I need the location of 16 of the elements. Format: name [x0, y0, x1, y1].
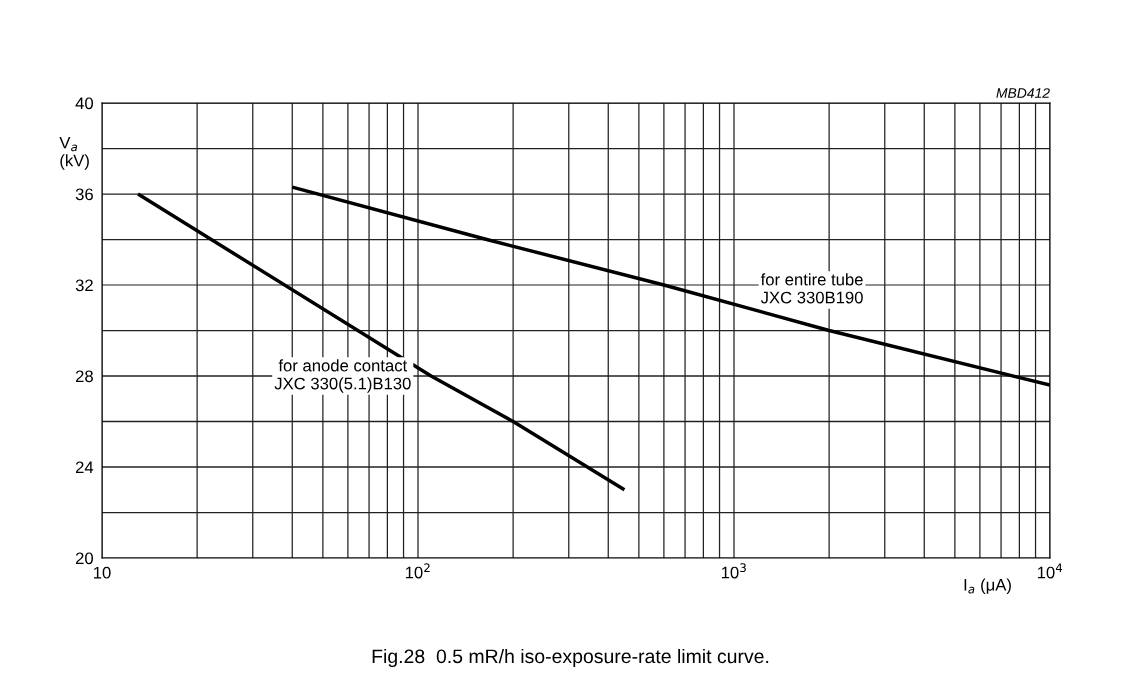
y-tick-label: 28 [75, 370, 93, 383]
y-tick-label: 24 [75, 461, 94, 474]
y-tick-label: 36 [75, 188, 93, 201]
x-tick-label: 10$^{2}$ [405, 563, 430, 579]
text: Fig.28 0.5 mR/h iso-exposure-rate limit curve. [372, 648, 769, 668]
x-axis-title: I$_{a}$ (μA) [964, 578, 1011, 594]
x-tick-label: 10$^{4}$ [1037, 563, 1063, 579]
text: MBD412 [996, 88, 1050, 98]
y-axis-title: V$_{a}$ (kV) [59, 136, 89, 170]
x-tick-label: 10 [94, 566, 111, 579]
annotation: for entire tube JXC 330B190 [760, 273, 863, 304]
x-tick-label: 10$^{3}$ [721, 563, 746, 579]
y-tick-label: 20 [75, 552, 94, 565]
y-tick-label: 32 [75, 279, 93, 292]
y-tick-label: 40 [75, 97, 94, 110]
annotation: for anode contact JXC 330(5.1)B130 [274, 359, 411, 393]
